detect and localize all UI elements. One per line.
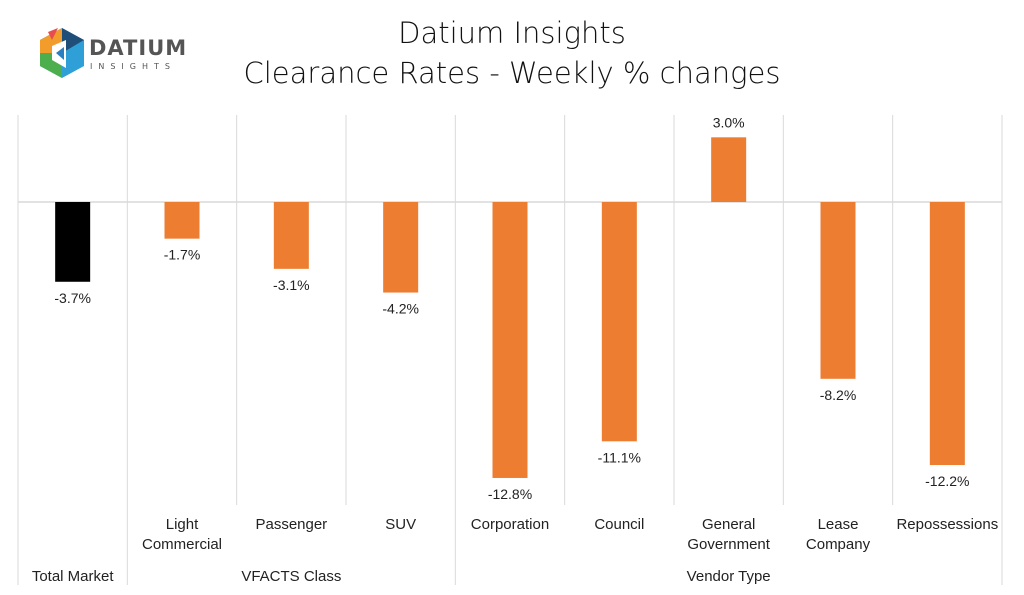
logo-name: DATIUM: [89, 36, 188, 60]
data-label: -12.2%: [925, 473, 969, 489]
data-label: 3.0%: [713, 114, 745, 130]
data-label: -3.7%: [54, 290, 91, 306]
data-label: -4.2%: [382, 301, 419, 317]
datium-logo-icon: [40, 28, 84, 78]
category-label: Council: [594, 516, 644, 533]
data-label: -8.2%: [820, 387, 857, 403]
data-label: -1.7%: [164, 247, 201, 263]
data-label: -11.1%: [598, 449, 641, 465]
bar: [383, 202, 419, 293]
category-label: Passenger: [255, 516, 327, 533]
bar: [55, 202, 91, 282]
bar: [164, 202, 200, 239]
data-label: -12.8%: [488, 486, 532, 502]
bar: [601, 202, 637, 442]
bar: [273, 202, 309, 269]
chart-title: Datium Insights: [398, 16, 626, 50]
bar: [929, 202, 965, 466]
bar: [711, 137, 747, 202]
group-label: VFACTS Class: [241, 568, 341, 585]
group-label: Vendor Type: [687, 568, 771, 585]
category-label: Repossessions: [896, 516, 998, 533]
bar: [820, 202, 856, 379]
chart-subtitle: Clearance Rates - Weekly % changes: [243, 56, 781, 90]
category-label: Corporation: [471, 516, 549, 533]
group-label: Total Market: [32, 568, 115, 585]
category-label: General Government: [687, 516, 770, 553]
category-label: SUV: [385, 516, 416, 533]
logo-subtitle: INSIGHTS: [90, 62, 176, 71]
category-label: Lease Company: [806, 516, 871, 553]
data-label: -3.1%: [273, 277, 310, 293]
category-label: Light Commercial: [142, 516, 222, 553]
bar: [492, 202, 528, 478]
